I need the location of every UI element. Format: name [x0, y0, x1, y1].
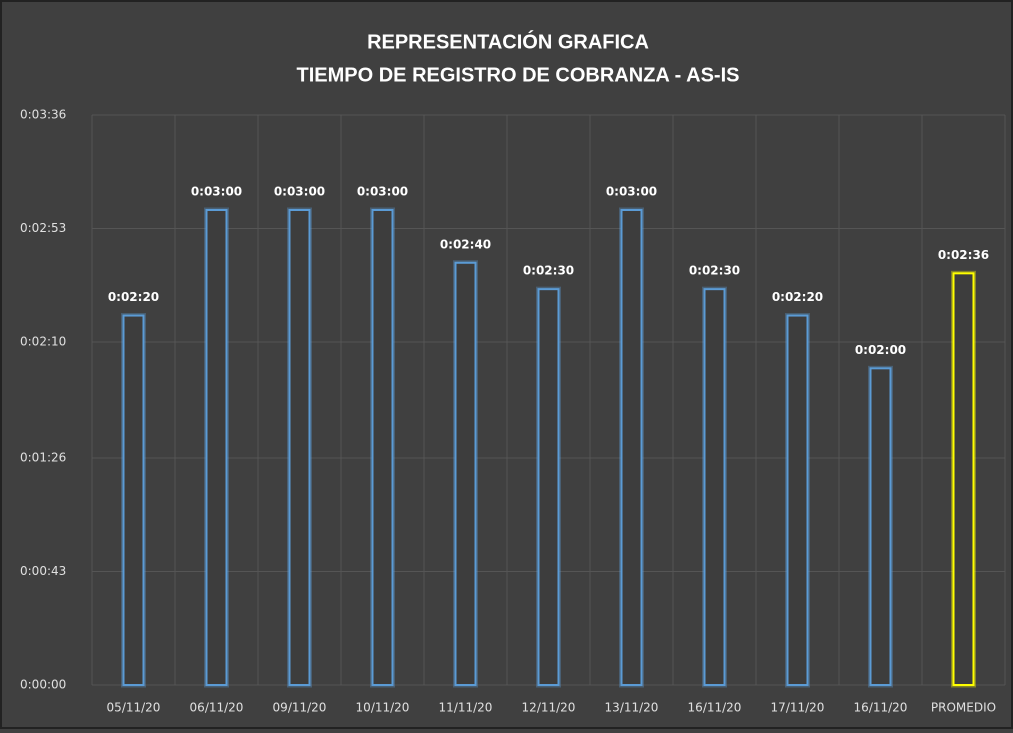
y-tick-label: 0:00:00: [20, 678, 66, 692]
x-tick-label: 09/11/20: [273, 701, 327, 715]
y-tick-label: 0:01:26: [20, 451, 66, 465]
y-tick-label: 0:03:36: [20, 108, 66, 122]
value-label: 0:02:30: [689, 264, 740, 278]
x-tick-label: 11/11/20: [439, 701, 493, 715]
x-tick-label: 17/11/20: [771, 701, 825, 715]
bar: [454, 261, 477, 686]
y-tick-label: 0:00:43: [20, 564, 66, 578]
bar: [952, 272, 975, 686]
value-label: 0:03:00: [357, 185, 408, 199]
value-label: 0:02:20: [108, 290, 159, 304]
value-label: 0:02:40: [440, 237, 491, 251]
bar: [288, 209, 311, 686]
x-tick-label: PROMEDIO: [931, 701, 996, 715]
value-label: 0:02:30: [523, 264, 574, 278]
bar: [122, 314, 145, 686]
bar: [371, 209, 394, 686]
x-tick-label: 05/11/20: [107, 701, 161, 715]
x-tick-label: 10/11/20: [356, 701, 410, 715]
bar: [869, 367, 892, 686]
value-label: 0:03:00: [191, 185, 242, 199]
value-label: 0:02:20: [772, 290, 823, 304]
x-tick-label: 13/11/20: [605, 701, 659, 715]
chart-title: REPRESENTACIÓN GRAFICA: [367, 29, 649, 53]
bar: [205, 209, 228, 686]
value-label: 0:03:00: [274, 185, 325, 199]
x-tick-label: 12/11/20: [522, 701, 576, 715]
x-tick-label: 16/11/20: [854, 701, 908, 715]
value-label: 0:03:00: [606, 185, 657, 199]
x-tick-label: 16/11/20: [688, 701, 742, 715]
y-tick-label: 0:02:53: [20, 221, 66, 235]
bar: [620, 209, 643, 686]
value-label: 0:02:00: [855, 343, 906, 357]
chart-subtitle: TIEMPO DE REGISTRO DE COBRANZA - AS-IS: [297, 64, 740, 86]
value-label: 0:02:36: [938, 248, 989, 262]
y-tick-label: 0:02:10: [20, 334, 66, 348]
bar: [703, 288, 726, 686]
bar: [786, 314, 809, 686]
bar: [537, 288, 560, 686]
x-tick-label: 06/11/20: [190, 701, 244, 715]
